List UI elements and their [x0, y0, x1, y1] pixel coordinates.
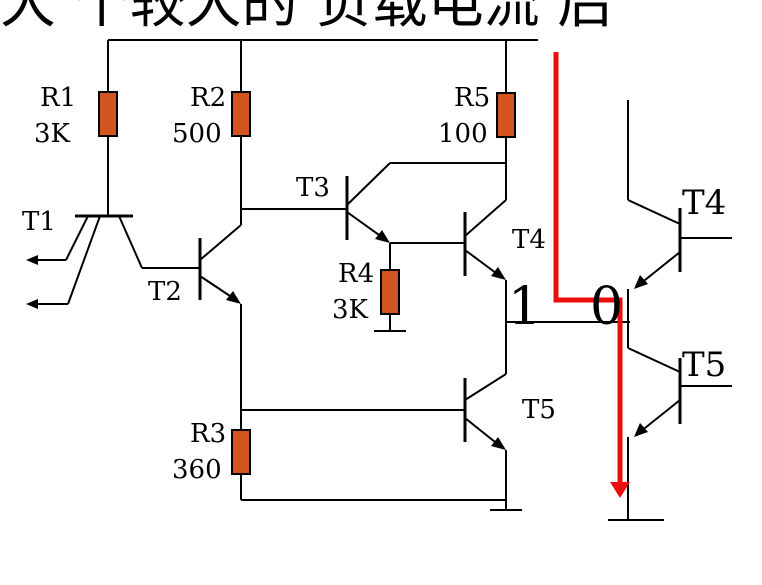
logic-level-right: 0 — [590, 277, 623, 337]
t5-right-emitter-arrow — [634, 423, 648, 437]
t3-label: T3 — [296, 173, 330, 203]
r2-value: 500 — [172, 119, 222, 149]
t5-right-collector — [627, 347, 681, 373]
t4-collector — [464, 199, 507, 237]
t4-right-emitter — [639, 251, 681, 285]
t1-emitter-a — [65, 215, 89, 261]
t2-collector — [199, 224, 242, 261]
t1-input-arrow-b — [26, 299, 38, 309]
r4-value: 3K — [332, 295, 369, 325]
t2-label: T2 — [148, 277, 182, 307]
t4-emitter — [464, 249, 501, 277]
heading-fragment: 大 个较大的 负载电流 后 — [0, 0, 613, 36]
r3-value: 360 — [172, 455, 222, 485]
t1-input-arrow-a — [26, 255, 38, 265]
t5-emitter — [464, 417, 501, 447]
current-path-arrowhead — [610, 482, 630, 498]
r1-label: R1 — [40, 83, 76, 113]
t5-collector — [464, 373, 507, 401]
resistor-r2 — [231, 91, 251, 137]
t3-collector — [346, 162, 391, 206]
r4-label: R4 — [338, 259, 374, 289]
t5-label: T5 — [522, 395, 556, 425]
t5-right-label: T5 — [682, 345, 726, 385]
t2-emitter-arrow — [226, 291, 241, 304]
t3-emitter-arrow — [375, 230, 390, 243]
t4-label: T4 — [512, 225, 546, 255]
t5-emitter-arrow — [491, 437, 506, 450]
current-path — [553, 52, 623, 484]
r5-value: 100 — [438, 119, 488, 149]
r5-label: R5 — [454, 83, 490, 113]
resistor-r5 — [496, 92, 516, 138]
t5-right-emitter — [639, 399, 681, 433]
t4-right-label: T4 — [682, 183, 726, 223]
t4-emitter-arrow — [491, 267, 506, 280]
t1-collector — [118, 215, 143, 269]
resistor-r3 — [231, 429, 251, 475]
resistor-r1 — [98, 91, 118, 137]
t1-label: T1 — [22, 207, 56, 237]
t4-right-emitter-arrow — [634, 275, 648, 289]
t4-right-collector — [627, 199, 681, 225]
logic-level-left: 1 — [508, 277, 541, 337]
t1-emitter-b — [67, 215, 101, 305]
r3-label: R3 — [190, 419, 226, 449]
resistor-r4 — [380, 269, 400, 315]
r1-value: 3K — [34, 119, 71, 149]
r2-label: R2 — [190, 83, 226, 113]
